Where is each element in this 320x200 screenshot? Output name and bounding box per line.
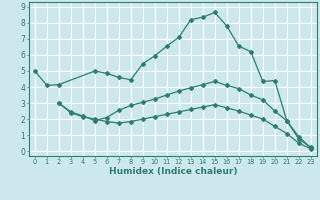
X-axis label: Humidex (Indice chaleur): Humidex (Indice chaleur) [108, 167, 237, 176]
